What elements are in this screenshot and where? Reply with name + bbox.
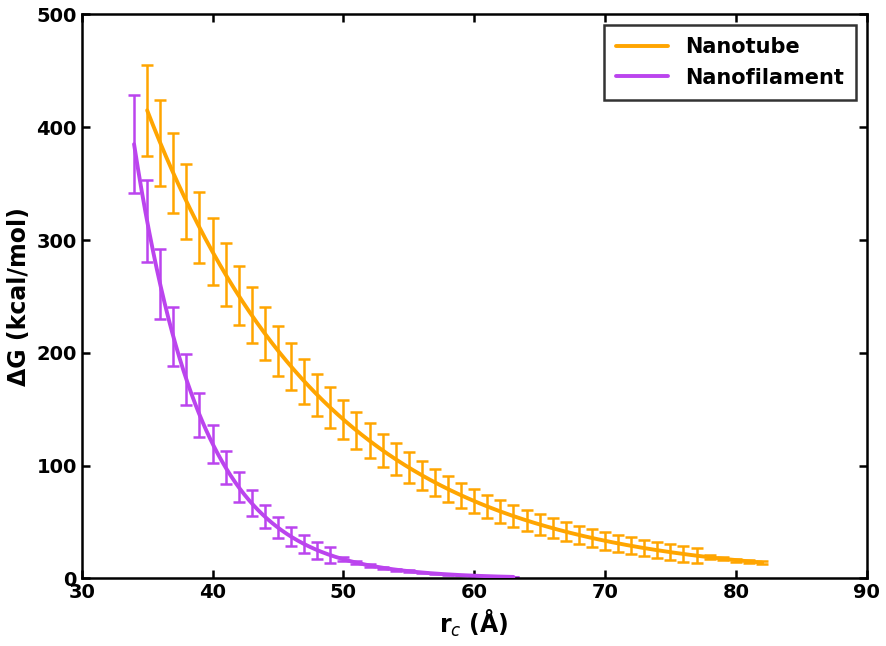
X-axis label: r$_{c}$ (Å): r$_{c}$ (Å)	[439, 608, 509, 639]
Nanofilament	[128, 140, 139, 148]
Y-axis label: ΔG (kcal/mol): ΔG (kcal/mol)	[7, 207, 31, 386]
Nanotube	[474, 499, 485, 507]
Nanofilament	[508, 573, 518, 581]
Nanofilament	[354, 559, 365, 567]
Legend: Nanotube, Nanofilament: Nanotube, Nanofilament	[602, 25, 855, 100]
Nanofilament	[334, 554, 345, 562]
Nanofilament	[499, 573, 509, 581]
Nanotube	[741, 557, 751, 565]
Nanofilament	[308, 545, 319, 553]
Nanotube	[507, 512, 517, 520]
Line: Nanofilament: Nanofilament	[134, 144, 513, 577]
Line: Nanotube: Nanotube	[147, 110, 761, 563]
Nanotube	[437, 483, 447, 490]
Nanotube	[142, 107, 152, 114]
Nanotube	[756, 559, 766, 567]
Nanotube	[645, 545, 656, 553]
Nanofilament	[311, 546, 322, 554]
Nanotube	[433, 481, 444, 488]
Nanofilament	[439, 570, 450, 578]
